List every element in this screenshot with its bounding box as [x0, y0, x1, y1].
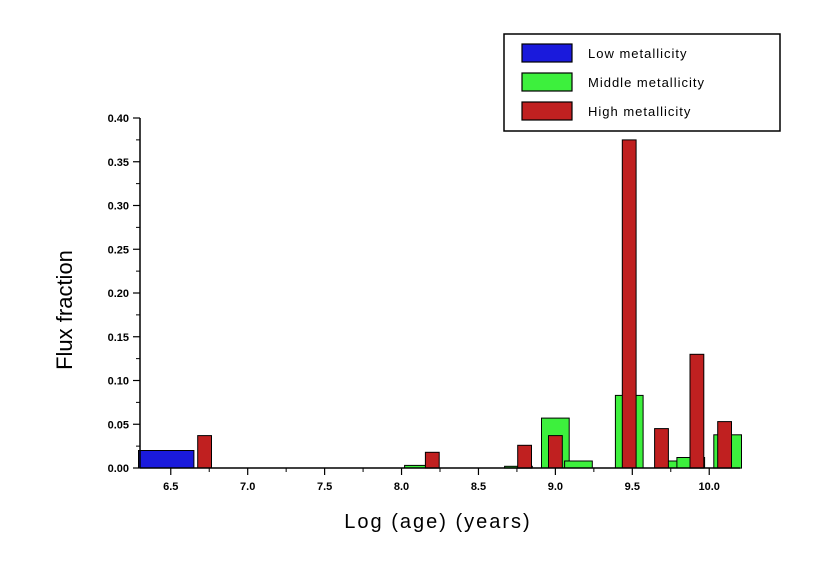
legend: Low metallicity Middle metallicity High me… [503, 33, 781, 132]
bars-layer [138, 139, 742, 469]
legend-label-2: High metallicity [588, 104, 691, 119]
bar-series-2-point-2 [517, 444, 533, 469]
bar-series-0-point-0 [138, 450, 195, 469]
x-tick-label-7: 10.0 [699, 481, 720, 493]
x-tick-label-0: 6.5 [163, 481, 178, 493]
legend-entries: Low metallicity Middle metallicity High me… [521, 43, 705, 121]
y-tick-label-8: 0.40 [108, 113, 129, 125]
x-tick-label-2: 7.5 [317, 481, 332, 493]
x-tick-label-3: 8.0 [394, 481, 409, 493]
y-tick-label-2: 0.10 [108, 376, 129, 388]
legend-swatch-1 [521, 72, 573, 92]
axes-layer [139, 118, 740, 469]
bar-series-2-point-3 [548, 435, 563, 469]
y-tick-label-0: 0.00 [108, 463, 129, 475]
y-tick-label-4: 0.20 [108, 288, 129, 300]
y-tick-label-1: 0.05 [108, 419, 129, 431]
legend-label-0: Low metallicity [588, 46, 688, 61]
bar-series-2-point-7 [717, 421, 733, 469]
legend-swatch-2 [521, 101, 573, 121]
x-ticks: 6.5 7.0 7.5 8.0 8.5 9.0 9.5 10.0 [163, 468, 720, 493]
bar-series-2-point-0 [197, 435, 212, 469]
x-tick-label-5: 9.0 [548, 481, 563, 493]
y-tick-label-6: 0.30 [108, 201, 129, 213]
x-axis-title: Log (age) (years) [344, 511, 531, 533]
bar-series-1-point-3 [564, 460, 593, 469]
y-tick-label-7: 0.35 [108, 157, 129, 169]
legend-swatch-0 [521, 43, 573, 63]
bar-series-2-point-6 [689, 353, 705, 469]
legend-label-1: Middle metallicity [588, 75, 705, 90]
y-ticks: 0.00 0.05 0.10 0.15 0.20 0.25 0.30 0.35 0.40 [108, 113, 140, 475]
bar-series-2-point-4 [621, 139, 637, 469]
y-tick-label-3: 0.15 [108, 332, 129, 344]
x-tick-label-6: 9.5 [625, 481, 640, 493]
y-tick-label-5: 0.25 [108, 244, 129, 256]
bar-series-2-point-1 [424, 451, 440, 469]
x-tick-label-4: 8.5 [471, 481, 486, 493]
x-tick-label-1: 7.0 [240, 481, 255, 493]
bar-series-2-point-5 [654, 428, 669, 469]
y-axis-title: Flux fraction [52, 250, 77, 370]
